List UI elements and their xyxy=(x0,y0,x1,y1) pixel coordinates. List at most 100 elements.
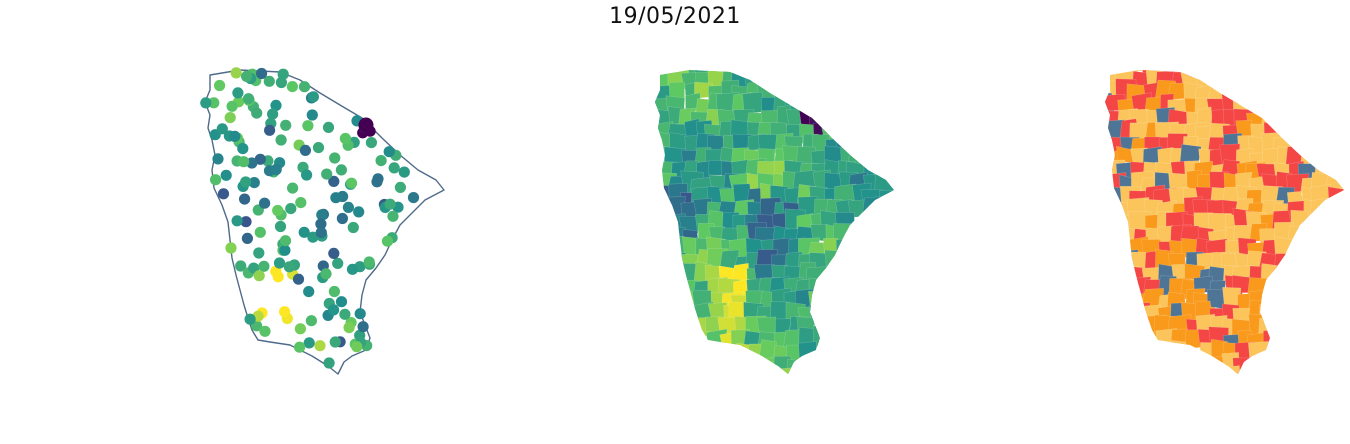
station-point xyxy=(312,142,325,154)
station-point xyxy=(280,119,292,131)
station-point xyxy=(270,99,282,111)
station-point xyxy=(335,164,347,176)
station-point xyxy=(210,174,222,186)
category-map xyxy=(1105,70,1344,374)
station-point xyxy=(294,323,306,335)
station-point xyxy=(230,67,242,79)
station-point xyxy=(306,109,318,121)
station-point xyxy=(226,100,238,112)
station-point xyxy=(275,134,287,146)
station-point xyxy=(339,308,351,320)
station-points xyxy=(200,67,420,369)
station-point xyxy=(208,97,220,109)
station-point xyxy=(295,197,307,209)
station-point xyxy=(256,67,268,80)
station-point xyxy=(345,177,358,189)
station-point xyxy=(394,181,406,193)
panel-point-map xyxy=(0,0,450,444)
station-point xyxy=(371,176,383,188)
station-point xyxy=(200,97,212,109)
station-point xyxy=(285,203,297,215)
station-point xyxy=(225,242,237,254)
station-point xyxy=(238,156,250,168)
station-point xyxy=(303,286,315,298)
station-point xyxy=(305,315,317,327)
station-point xyxy=(307,231,319,243)
station-point xyxy=(329,336,341,348)
station-point xyxy=(354,308,366,320)
municipality-region xyxy=(668,81,685,102)
municipality-region xyxy=(655,70,671,89)
municipality-region xyxy=(862,196,882,217)
station-point xyxy=(347,221,359,234)
station-point xyxy=(381,235,394,247)
station-point xyxy=(384,198,396,210)
station-point xyxy=(220,169,232,181)
municipality-region xyxy=(808,290,830,307)
station-point xyxy=(303,337,315,349)
municipality-regions xyxy=(655,70,894,374)
station-point xyxy=(272,204,284,217)
station-point xyxy=(240,216,252,228)
station-point xyxy=(279,244,291,256)
station-point xyxy=(322,121,335,133)
panel-category-map xyxy=(900,0,1350,444)
panel-choropleth-map xyxy=(450,0,900,444)
station-point xyxy=(277,68,289,80)
station-point xyxy=(251,107,263,119)
municipality-region xyxy=(1121,70,1138,74)
station-point xyxy=(299,144,311,156)
station-point xyxy=(321,168,333,180)
station-point xyxy=(272,271,284,283)
station-point xyxy=(235,260,247,272)
station-point xyxy=(224,112,236,124)
station-point xyxy=(298,81,311,93)
station-point xyxy=(246,157,258,169)
station-point xyxy=(314,340,326,352)
station-point xyxy=(332,257,344,269)
station-point xyxy=(357,321,369,333)
station-point xyxy=(273,257,286,269)
station-point xyxy=(330,192,342,204)
station-point xyxy=(316,209,328,221)
station-point xyxy=(232,87,244,99)
station-point xyxy=(263,75,275,87)
station-point xyxy=(365,137,377,149)
municipality-region xyxy=(798,341,817,365)
station-point xyxy=(315,218,327,230)
station-point xyxy=(358,117,374,133)
station-point xyxy=(259,325,271,337)
station-point xyxy=(342,201,354,213)
municipality-region xyxy=(1248,341,1269,359)
station-point xyxy=(387,210,399,222)
station-point xyxy=(329,152,341,164)
station-point xyxy=(328,285,340,298)
station-point xyxy=(216,123,228,135)
municipality-region xyxy=(1132,70,1152,72)
municipality-region xyxy=(879,190,894,206)
station-point xyxy=(286,81,298,93)
station-point xyxy=(254,153,266,165)
municipality-region xyxy=(774,367,795,374)
municipality-region xyxy=(1170,339,1187,362)
station-point xyxy=(231,215,243,227)
figure-title: 19/05/2021 xyxy=(609,4,741,29)
station-point xyxy=(264,124,276,136)
station-point xyxy=(328,175,340,187)
station-point xyxy=(292,273,305,285)
choropleth-map xyxy=(655,70,894,374)
station-point xyxy=(254,226,266,238)
municipality-region xyxy=(1223,365,1241,374)
station-point xyxy=(302,120,314,132)
station-point xyxy=(237,143,249,155)
municipality-region xyxy=(1309,197,1332,223)
station-point xyxy=(253,270,265,282)
station-point xyxy=(351,341,363,353)
station-point xyxy=(253,247,265,259)
station-point xyxy=(270,163,282,176)
municipality-region xyxy=(835,238,855,261)
station-point xyxy=(398,166,410,178)
station-point xyxy=(328,247,340,259)
station-point xyxy=(346,263,359,275)
station-point xyxy=(287,182,299,194)
